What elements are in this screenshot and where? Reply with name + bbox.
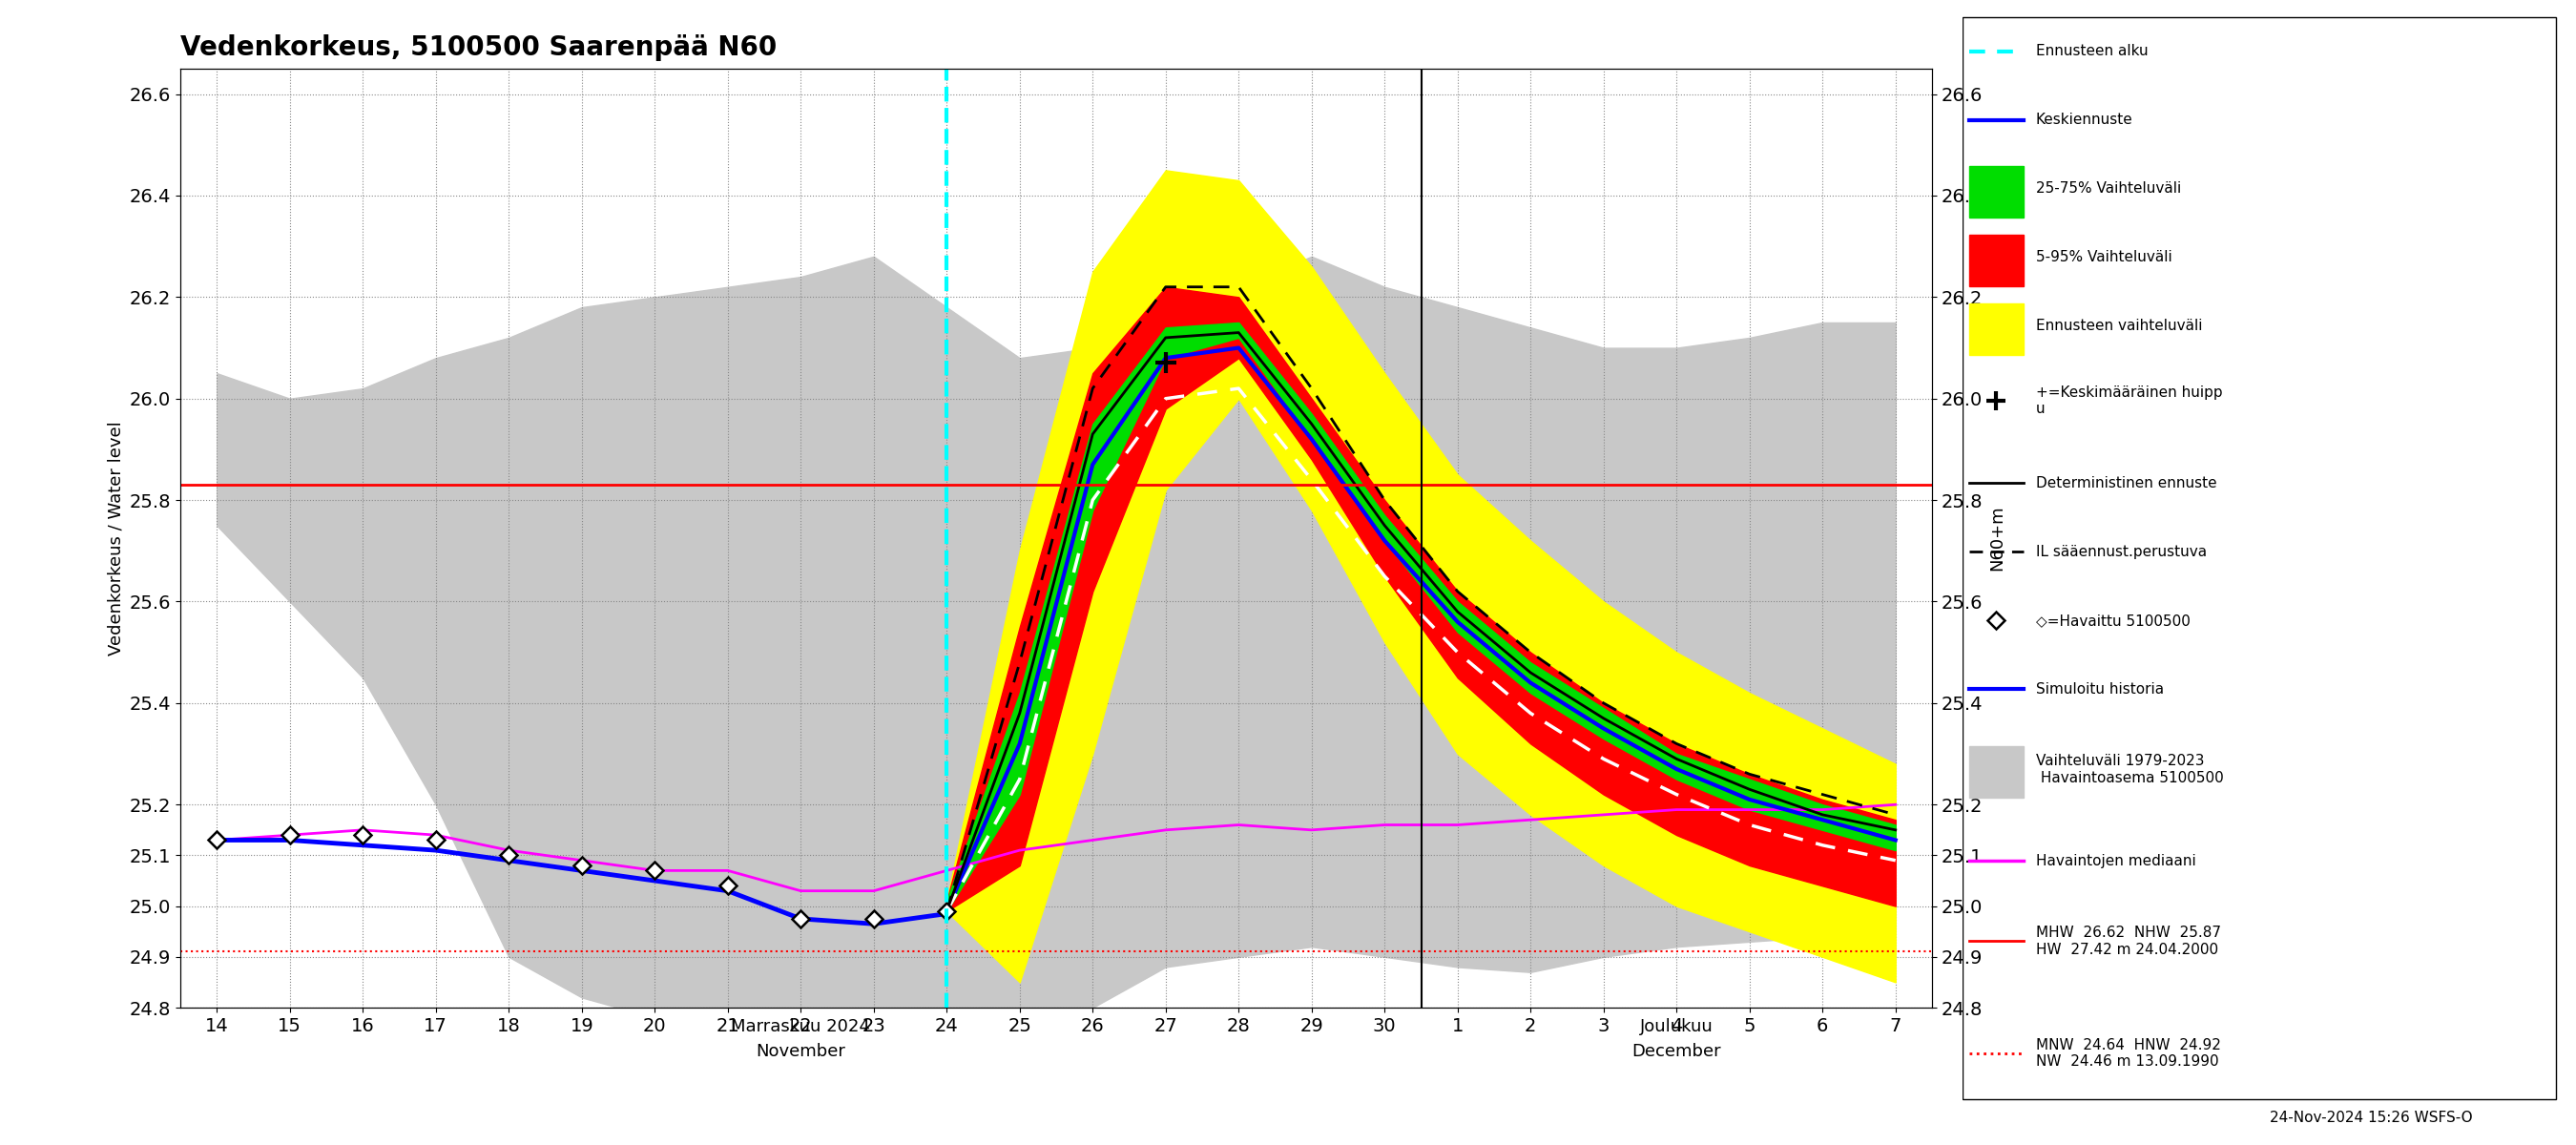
Bar	[1968, 235, 2025, 286]
Y-axis label: N60+m: N60+m	[1989, 505, 2004, 571]
Bar	[1968, 303, 2025, 355]
Text: 5-95% Vaihteluväli: 5-95% Vaihteluväli	[2035, 251, 2172, 264]
Text: Simuloitu historia: Simuloitu historia	[2035, 682, 2164, 696]
Text: MNW  24.64  HNW  24.92
NW  24.46 m 13.09.1990: MNW 24.64 HNW 24.92 NW 24.46 m 13.09.199…	[2035, 1037, 2221, 1069]
Text: ◇=Havaittu 5100500: ◇=Havaittu 5100500	[2035, 614, 2190, 627]
Text: MHW  26.62  NHW  25.87
HW  27.42 m 24.04.2000: MHW 26.62 NHW 25.87 HW 27.42 m 24.04.200…	[2035, 925, 2221, 957]
Text: Vaihteluväli 1979-2023
 Havaintoasema 5100500: Vaihteluväli 1979-2023 Havaintoasema 510…	[2035, 753, 2223, 785]
Text: Deterministinen ennuste: Deterministinen ennuste	[2035, 476, 2215, 490]
Text: Ennusteen vaihteluväli: Ennusteen vaihteluväli	[2035, 319, 2202, 333]
Text: Marraskuu 2024: Marraskuu 2024	[732, 1018, 871, 1035]
Bar	[1968, 747, 2025, 798]
Text: Vedenkorkeus, 5100500 Saarenpää N60: Vedenkorkeus, 5100500 Saarenpää N60	[180, 34, 778, 61]
Text: Ennusteen alku: Ennusteen alku	[2035, 45, 2148, 58]
Text: +=Keskimääräinen huipp
u: +=Keskimääräinen huipp u	[2035, 385, 2223, 417]
Text: Joulukuu: Joulukuu	[1641, 1018, 1713, 1035]
Y-axis label: Vedenkorkeus / Water level: Vedenkorkeus / Water level	[108, 421, 124, 655]
Text: IL sääennust.perustuva: IL sääennust.perustuva	[2035, 545, 2208, 559]
Text: 25-75% Vaihteluväli: 25-75% Vaihteluväli	[2035, 182, 2182, 196]
Text: Havaintojen mediaani: Havaintojen mediaani	[2035, 854, 2195, 868]
Text: 24-Nov-2024 15:26 WSFS-O: 24-Nov-2024 15:26 WSFS-O	[2269, 1111, 2473, 1124]
Text: Keskiennuste: Keskiennuste	[2035, 113, 2133, 127]
Bar	[1968, 166, 2025, 218]
Text: November: November	[755, 1043, 845, 1060]
Text: December: December	[1631, 1043, 1721, 1060]
